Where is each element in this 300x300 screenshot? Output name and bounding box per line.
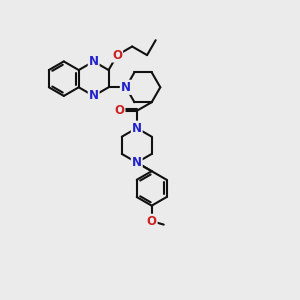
- Text: N: N: [132, 156, 142, 169]
- Text: O: O: [112, 49, 122, 62]
- Text: O: O: [115, 104, 124, 117]
- Text: N: N: [121, 81, 131, 94]
- Text: O: O: [147, 215, 157, 228]
- Text: N: N: [89, 89, 99, 102]
- Text: N: N: [121, 81, 131, 94]
- Text: N: N: [89, 55, 99, 68]
- Text: N: N: [132, 122, 142, 135]
